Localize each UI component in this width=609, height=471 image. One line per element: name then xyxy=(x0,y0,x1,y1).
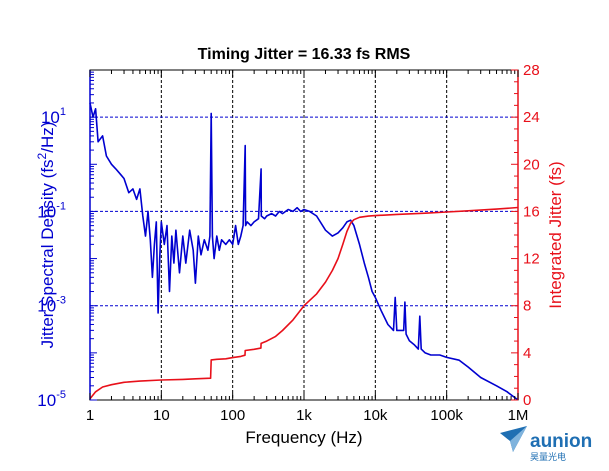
left-tick-label: 101 xyxy=(41,106,66,127)
chart-title: Timing Jitter = 16.33 fs RMS xyxy=(198,46,411,63)
left-tick-base: 10 xyxy=(37,202,56,221)
grid xyxy=(90,70,518,400)
left-tick-exp: -3 xyxy=(56,295,66,307)
left-tick-label: 10-1 xyxy=(37,200,66,221)
left-tick-label: 10-3 xyxy=(37,295,66,316)
right-tick-label: 24 xyxy=(523,109,540,126)
left-axis-label: Jitter Spectral Density (fs2/Hz) xyxy=(35,122,57,349)
left-tick-label: 10-5 xyxy=(37,389,66,410)
x-tick-label: 1 xyxy=(86,407,94,424)
right-tick-label: 16 xyxy=(523,203,540,220)
plot-area xyxy=(89,102,519,401)
left-tick-base: 10 xyxy=(41,108,60,127)
left-axis-label-base: Jitter Spectral Density (fs xyxy=(38,159,57,348)
right-tick-label: 8 xyxy=(523,298,531,315)
right-tick-labels: 0 4 8 12 16 20 24 28 xyxy=(523,62,540,409)
left-axis-label-sup: 2 xyxy=(35,152,49,159)
x-tick-label: 10k xyxy=(363,407,388,424)
paper-plane-fold xyxy=(510,426,527,452)
x-tick-label: 100 xyxy=(220,407,245,424)
x-tick-label: 10 xyxy=(153,407,170,424)
integrated-jitter-line xyxy=(89,206,519,400)
right-tick-label: 20 xyxy=(523,156,540,173)
ticks xyxy=(89,69,519,401)
right-tick-label: 28 xyxy=(523,62,540,79)
x-tick-label: 1M xyxy=(508,407,529,424)
left-tick-exp: -5 xyxy=(56,389,66,401)
x-axis-label: Frequency (Hz) xyxy=(245,428,362,447)
logo-subtitle: 昊量光电 xyxy=(530,451,566,462)
left-tick-exp: -1 xyxy=(56,200,66,212)
left-axis-label-tail: /Hz) xyxy=(38,122,57,153)
jitter-psd-line xyxy=(89,102,519,401)
left-tick-base: 10 xyxy=(37,391,56,410)
right-axis-label: Integrated Jitter (fs) xyxy=(546,161,565,308)
x-tick-label: 1k xyxy=(296,407,312,424)
right-tick-label: 12 xyxy=(523,251,540,268)
x-tick-label: 100k xyxy=(430,407,463,424)
right-tick-label: 4 xyxy=(523,345,531,362)
left-tick-base: 10 xyxy=(37,297,56,316)
x-tick-labels: 1 10 100 1k 10k 100k 1M xyxy=(86,407,529,424)
left-tick-exp: 1 xyxy=(60,106,66,118)
brand-logo: aunion 昊量光电 xyxy=(500,426,592,462)
logo-name: aunion xyxy=(530,431,592,452)
right-tick-label: 0 xyxy=(523,392,531,409)
